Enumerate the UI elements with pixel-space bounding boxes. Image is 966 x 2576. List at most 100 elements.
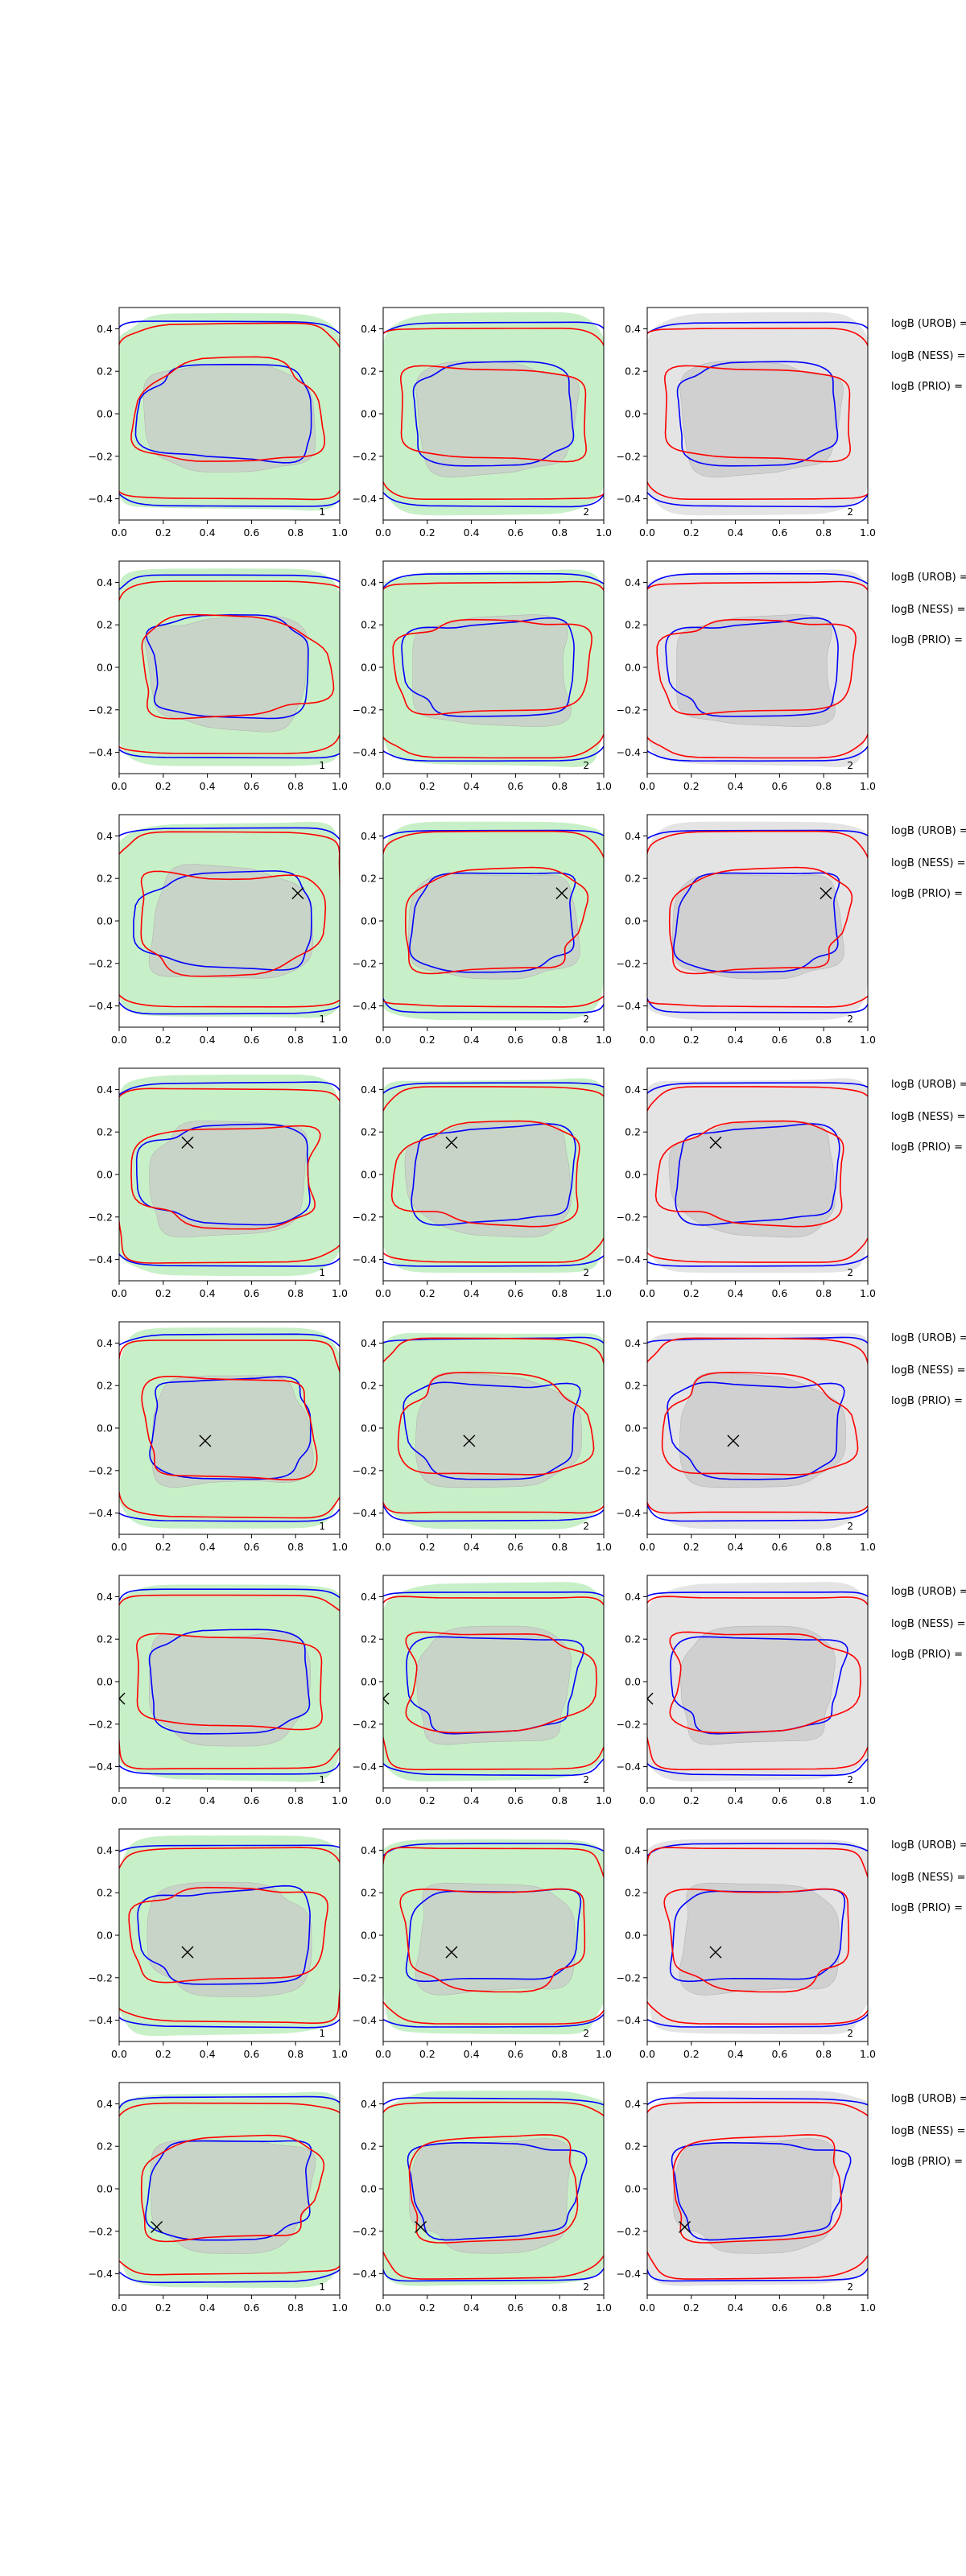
y-tick-label: 0.2	[97, 1887, 113, 1899]
y-tick-label: 0.0	[97, 1676, 113, 1688]
outer-blue-contour	[383, 321, 604, 508]
y-tick-label: 0.2	[625, 365, 641, 378]
y-tick-label: −0.2	[89, 450, 113, 462]
y-tick-label: 0.2	[625, 1633, 641, 1645]
y-tick-label: 0.2	[97, 873, 113, 885]
inner-density-region	[149, 1121, 308, 1238]
x-tick-label: 1.0	[332, 526, 348, 539]
x-tick-label: 0.4	[728, 1287, 744, 1299]
x-tick-label: 1.0	[860, 1034, 876, 1046]
panel-id-label: 2	[583, 1013, 589, 1025]
inner-density-region	[680, 1625, 836, 1745]
panel-id-label: 2	[583, 1774, 589, 1785]
subplot-r8-c1: 0.0 0.2 0.4 0.6 0.8 1.0 0.4 0.2 0.0 −0.2 −0.4 1	[89, 2082, 348, 2314]
x-tick-label: 0.2	[683, 2301, 700, 2314]
inner-density-region	[408, 873, 580, 980]
x-tick-label: 1.0	[860, 2048, 876, 2060]
y-tick-label: 0.4	[625, 1844, 641, 1856]
x-tick-label: 1.0	[332, 1287, 348, 1299]
row-logb-label: logB (PRIO) =	[891, 1141, 963, 1154]
y-tick-label: −0.2	[353, 1718, 377, 1730]
y-tick-label: 0.0	[97, 1422, 113, 1435]
panel-id-label: 2	[847, 760, 853, 771]
inner-density-region	[412, 614, 572, 727]
x-tick-label: 0.2	[683, 780, 700, 792]
x-marker	[819, 887, 832, 900]
x-tick-label: 0.0	[375, 1034, 391, 1046]
row-logb-label: logB (UROB) =	[891, 2093, 966, 2105]
subplot-r4-c2: 0.0 0.2 0.4 0.6 0.8 1.0 0.4 0.2 0.0 −0.2 −0.4 2	[353, 1067, 612, 1299]
x-tick-label: 0.4	[464, 2048, 480, 2060]
panel-id-label: 2	[847, 506, 853, 518]
y-tick-label: 0.0	[625, 915, 641, 927]
x-tick-label: 0.8	[551, 780, 568, 792]
x-tick-label: 0.6	[507, 1541, 523, 1553]
panel-id-label: 2	[583, 506, 589, 518]
inner-blue-contour	[401, 617, 575, 717]
x-tick-label: 0.6	[243, 1794, 259, 1806]
x-tick-label: 1.0	[860, 526, 876, 539]
y-tick-label: 0.2	[97, 619, 113, 631]
y-tick-label: 0.4	[361, 1591, 377, 1603]
x-tick-label: 0.2	[419, 1034, 436, 1046]
inner-blue-contour	[134, 363, 312, 464]
x-tick-label: 0.0	[639, 1034, 655, 1046]
x-tick-label: 0.6	[243, 2048, 259, 2060]
y-tick-label: 0.4	[625, 830, 641, 842]
inner-density-region	[151, 1375, 314, 1488]
outer-blue-contour	[383, 572, 604, 762]
outer-blue-contour	[119, 1844, 340, 2029]
inner-density-region	[148, 1631, 312, 1747]
y-tick-label: −0.4	[617, 1253, 641, 1265]
x-tick-label: 0.6	[507, 780, 523, 792]
outer-blue-contour	[119, 2095, 340, 2284]
x-marker	[181, 1946, 194, 1959]
inner-red-contour	[400, 365, 587, 463]
x-tick-label: 0.4	[200, 2048, 216, 2060]
y-tick-label: 0.0	[361, 915, 377, 927]
x-tick-label: 0.8	[815, 1794, 832, 1806]
x-tick-label: 0.0	[639, 1794, 655, 1806]
row-logb-label: logB (PRIO) =	[891, 634, 963, 646]
subplot-r2-c2: 0.0 0.2 0.4 0.6 0.8 1.0 0.4 0.2 0.0 −0.2 −0.4 2	[353, 560, 612, 792]
outer-red-contour	[383, 580, 604, 759]
x-tick-label: 0.8	[815, 526, 832, 539]
panel-id-label: 1	[319, 1013, 325, 1025]
x-tick-label: 0.4	[200, 526, 216, 539]
row-logb-label: logB (PRIO) =	[891, 2156, 963, 2168]
x-marker	[727, 1435, 740, 1447]
subplot-r7-c3: 0.0 0.2 0.4 0.6 0.8 1.0 0.4 0.2 0.0 −0.2 −0.4 2	[617, 1828, 876, 2060]
x-tick-label: 0.4	[200, 1287, 216, 1299]
x-tick-label: 0.0	[639, 526, 655, 539]
inner-red-contour	[136, 1633, 323, 1731]
x-tick-label: 0.2	[155, 1287, 171, 1299]
x-tick-label: 0.6	[507, 526, 523, 539]
y-tick-label: −0.2	[617, 2225, 641, 2237]
y-tick-label: −0.2	[89, 957, 113, 969]
y-tick-label: 0.2	[625, 1887, 641, 1899]
x-tick-label: 0.0	[639, 1541, 655, 1553]
subplot-r3-c3: 0.0 0.2 0.4 0.6 0.8 1.0 0.4 0.2 0.0 −0.2 −0.4 2	[617, 814, 876, 1046]
y-tick-label: −0.2	[89, 2225, 113, 2237]
x-tick-label: 0.0	[111, 780, 127, 792]
x-tick-label: 0.4	[728, 2301, 744, 2314]
y-tick-label: 0.4	[97, 1844, 113, 1856]
panel-id-label: 2	[847, 2028, 853, 2039]
inner-blue-contour	[675, 1123, 840, 1226]
x-tick-label: 0.2	[155, 2301, 171, 2314]
x-tick-label: 0.2	[155, 780, 171, 792]
panel-id-label: 2	[583, 2028, 589, 2039]
y-tick-label: 0.4	[625, 2098, 641, 2110]
outer-blue-contour	[119, 320, 340, 507]
panel-id-label: 2	[847, 1013, 853, 1025]
outer-red-contour	[647, 830, 868, 1008]
inner-red-contour	[656, 618, 857, 716]
x-tick-label: 0.0	[639, 2048, 655, 2060]
panel-id-label: 1	[319, 1267, 325, 1278]
y-tick-label: 0.4	[361, 323, 377, 335]
row-logb-label: logB (UROB) =	[891, 1839, 966, 1852]
outer-red-contour	[383, 2101, 604, 2280]
inner-blue-contour	[137, 1885, 311, 1985]
x-tick-label: 0.8	[551, 1794, 568, 1806]
x-tick-label: 0.6	[507, 1287, 523, 1299]
